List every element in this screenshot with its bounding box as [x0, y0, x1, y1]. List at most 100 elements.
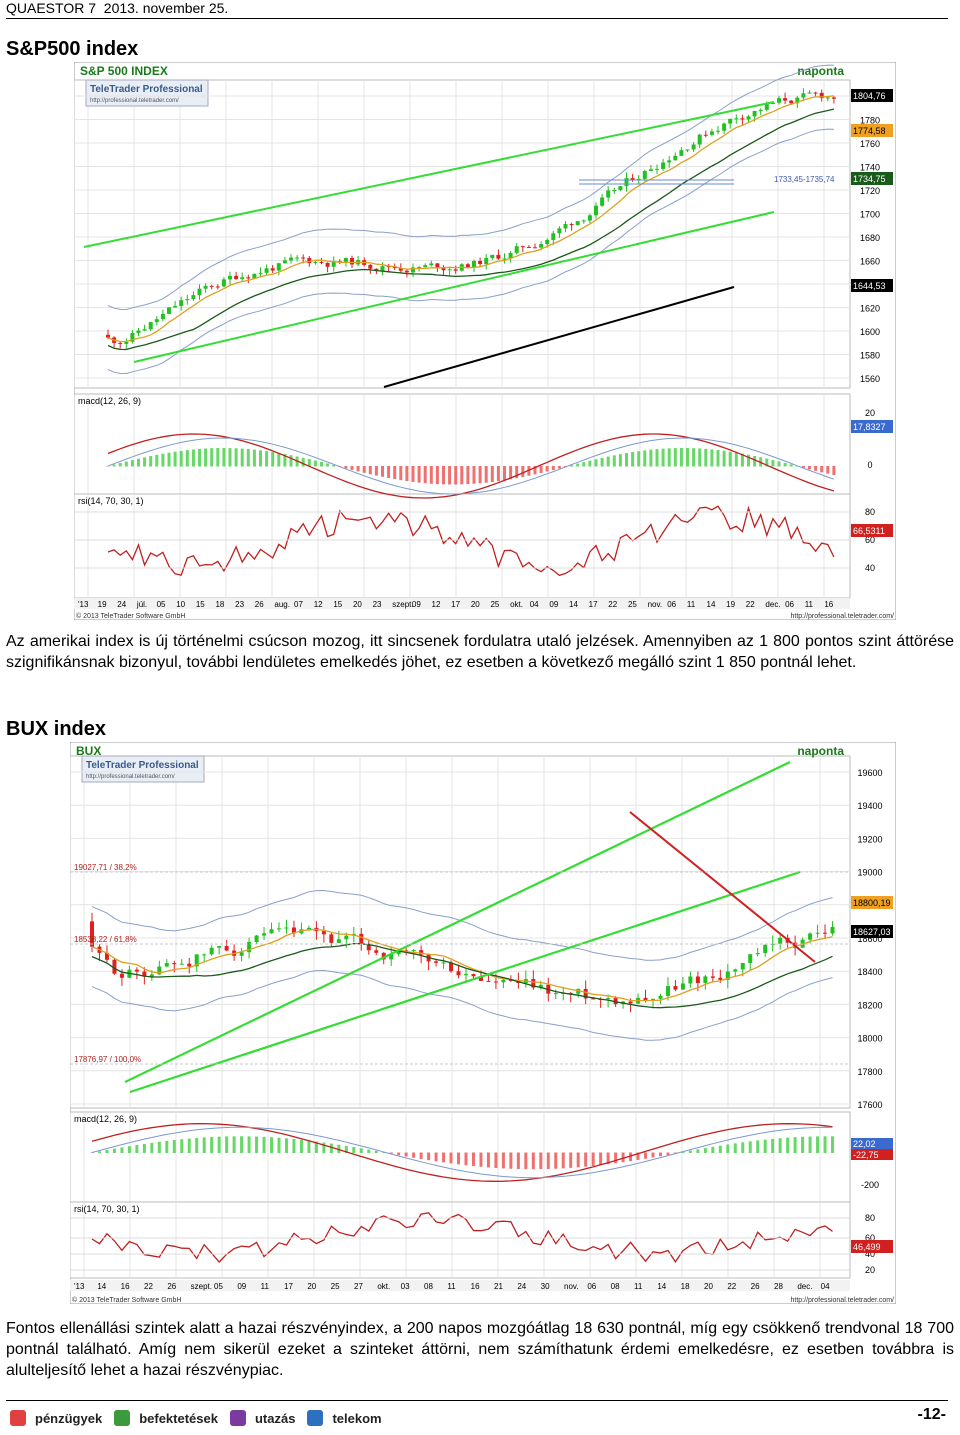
candle-body — [392, 267, 397, 269]
macd-hist-bar — [823, 1136, 827, 1153]
candle-body — [434, 961, 439, 963]
candle-body — [697, 134, 702, 145]
x-tick-label: okt. — [377, 1282, 390, 1291]
trendline — [133, 211, 775, 363]
macd-hist-bar — [471, 1152, 475, 1167]
macd-hist-bar — [831, 1136, 835, 1153]
candle-body — [435, 263, 440, 269]
macd-hist-bar — [594, 459, 598, 467]
x-tick-label: 25 — [331, 1282, 340, 1291]
pane-0 — [74, 79, 851, 389]
candle-body — [553, 993, 558, 995]
y-tick-label: 19400 — [857, 801, 882, 811]
x-tick-label: 25 — [490, 600, 499, 609]
macd-hist-bar — [262, 1136, 266, 1153]
header-title: QUAESTOR 7 — [6, 0, 96, 16]
candle-body — [770, 102, 775, 105]
candle-body — [209, 947, 214, 955]
macd-hist-bar — [478, 466, 482, 484]
candle-body — [630, 178, 635, 181]
bollinger-upper — [91, 889, 833, 961]
macd-hist-bar — [539, 1152, 543, 1170]
x-tick-label: 16 — [824, 600, 833, 609]
macd-hist-bar — [454, 466, 458, 485]
candle-body — [247, 941, 252, 953]
macd-hist-bar — [539, 466, 543, 473]
rsi-axis-label: 60 — [865, 535, 875, 545]
macd-hist-bar — [546, 1152, 550, 1169]
macd-signal — [91, 1126, 833, 1179]
macd-hist-bar — [389, 1152, 393, 1154]
candle-body — [179, 963, 184, 965]
candle-body — [688, 976, 693, 984]
macd-hist-bar — [301, 457, 305, 467]
chart-title: S&P 500 INDEX — [80, 64, 168, 78]
candle-body — [501, 979, 506, 983]
macd-hist-bar — [228, 448, 232, 467]
footer-link-2[interactable]: utazás — [254, 1410, 296, 1426]
macd-hist-bar — [786, 1137, 790, 1153]
macd-hist-bar — [521, 466, 525, 477]
candle-body — [778, 937, 783, 944]
rsi-tag-label: 46,499 — [853, 1242, 881, 1252]
macd-hist-bar — [765, 458, 769, 467]
x-tick-label: 24 — [117, 600, 126, 609]
bollinger-lower — [107, 128, 834, 375]
x-tick-label: szept. — [191, 1282, 212, 1291]
brand-box — [81, 755, 205, 783]
macd-hist-bar — [195, 1137, 199, 1153]
macd-hist-bar — [397, 1152, 401, 1156]
candle-body — [591, 998, 596, 1000]
macd-hist-bar — [130, 460, 134, 467]
price-tag-label: 1644,53 — [853, 281, 886, 291]
candle-body — [112, 959, 117, 974]
macd-hist-bar — [284, 1138, 288, 1153]
x-tick-label: '13 — [78, 600, 89, 609]
macd-hist-bar — [352, 1147, 356, 1153]
x-tick-label: 24 — [517, 1282, 526, 1291]
x-tick-label: 12 — [432, 600, 441, 609]
y-tick-label: 1760 — [860, 139, 880, 149]
candle-body — [486, 980, 491, 982]
x-tick-label: 17 — [589, 600, 598, 609]
macd-hist-bar — [187, 1138, 191, 1153]
candle-body — [568, 993, 573, 995]
footer-link-3[interactable]: telekom — [332, 1410, 382, 1426]
candle-body — [264, 268, 269, 273]
candle-body — [471, 974, 476, 977]
macd-hist-bar — [460, 466, 464, 485]
moving-average-long — [91, 942, 833, 1009]
sp500-chart: S&P 500 INDEX naponta TeleTrader Professio… — [74, 62, 896, 620]
price-tag-label: 18627,03 — [853, 927, 891, 937]
site-url: http://professional.teletrader.com/ — [791, 613, 895, 620]
macd-hist-bar — [748, 1141, 752, 1153]
x-tick-label: 17 — [284, 1282, 293, 1291]
macd-hist-bar — [127, 1146, 131, 1153]
macd-hist-bar — [533, 466, 537, 475]
macd-hist-bar — [118, 463, 122, 467]
utazas-logo-icon — [229, 1410, 246, 1426]
macd-hist-bar — [167, 452, 171, 467]
price-tag-label: 1804,76 — [853, 91, 886, 101]
price-tag-label: 18800,19 — [853, 898, 891, 908]
candle-body — [685, 149, 690, 151]
macd-tag-label: -22,75 — [853, 1150, 879, 1160]
candle-body — [331, 261, 336, 267]
macd-hist-bar — [277, 1137, 281, 1153]
macd-hist-bar — [179, 450, 183, 467]
x-tick-label: 05 — [214, 1282, 223, 1291]
macd-hist-bar — [329, 1143, 333, 1153]
footer-link-1[interactable]: befektetések — [139, 1410, 218, 1426]
bux-chart-svg: BUX naponta TeleTrader Professional http://… — [70, 742, 896, 1304]
candle-body — [478, 260, 483, 265]
x-tick-label: 08 — [424, 1282, 433, 1291]
x-tick-label: 18 — [215, 600, 224, 609]
macd-tag — [851, 420, 893, 433]
macd-hist-bar — [531, 1152, 535, 1170]
macd-hist-bar — [225, 1136, 229, 1153]
macd-hist-bar — [442, 1152, 446, 1163]
footer-link-0[interactable]: pénzügyek — [35, 1410, 103, 1426]
x-tick-label: okt. — [510, 600, 523, 609]
macd-hist-bar — [644, 1152, 648, 1159]
y-tick-label: 1720 — [860, 186, 880, 196]
